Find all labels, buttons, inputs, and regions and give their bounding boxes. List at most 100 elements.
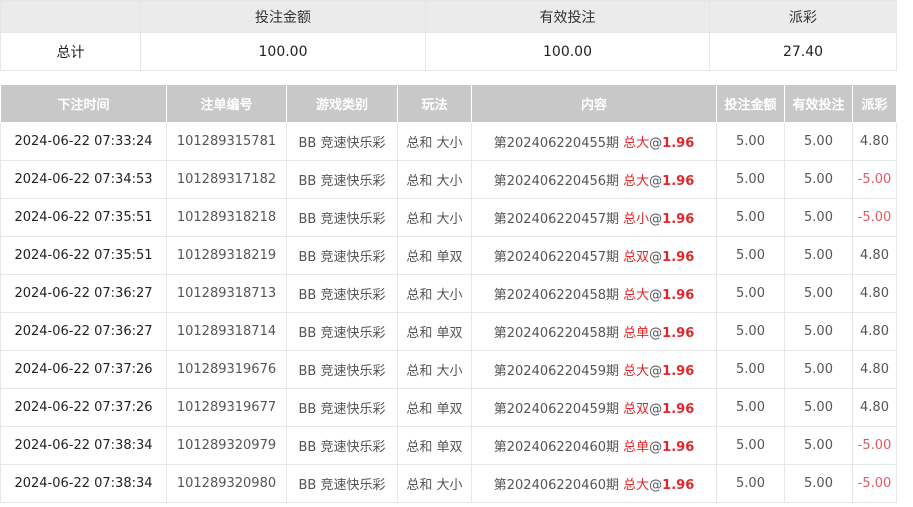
bet-amount: 5.00 [716,274,785,313]
period: 第202406220460期 [493,440,620,455]
order-id: 101289320979 [166,426,287,465]
game-type: BB 竞速快乐彩 [286,312,398,351]
bet-time: 2024-06-22 07:38:34 [0,464,167,503]
valid-bet: 5.00 [784,160,853,199]
order-id: 101289318218 [166,198,287,237]
play-type: 总和 大小 [397,160,472,199]
bet-amount: 5.00 [716,464,785,503]
summary-total-row: 总计 100.00 100.00 27.40 [0,32,897,71]
at-sign: @ [649,478,663,493]
order-id: 101289319676 [166,350,287,389]
play-type: 总和 大小 [397,122,472,161]
table-row: 2024-06-22 07:33:24 101289315781 BB 竞速快乐彩总… [0,122,897,161]
at-sign: @ [649,326,663,341]
summary-bet-amount: 100.00 [140,32,426,71]
period: 第202406220455期 [493,136,620,151]
header-game-type: 游戏类别 [286,84,398,123]
at-sign: @ [649,212,663,227]
bet-content: 第202406220459期 总大@1.96 [471,350,717,389]
bet-amount: 5.00 [716,160,785,199]
at-sign: @ [649,364,663,379]
period: 第202406220458期 [493,288,620,303]
bet-time: 2024-06-22 07:33:24 [0,122,167,161]
payout: -5.00 [852,426,897,465]
game-type: BB 竞速快乐彩 [286,388,398,427]
order-id: 101289318713 [166,274,287,313]
at-sign: @ [649,440,663,455]
bet-amount: 5.00 [716,122,785,161]
payout: 4.80 [852,122,897,161]
summary-header-valid-bet: 有效投注 [425,0,710,33]
odds: 1.96 [662,136,695,151]
table-row: 2024-06-22 07:35:51 101289318218 BB 竞速快乐彩总… [0,198,897,237]
period: 第202406220457期 [493,250,620,265]
bet-content: 第202406220460期 总单@1.96 [471,426,717,465]
play-type: 总和 大小 [397,464,472,503]
summary-header-row: 投注金额 有效投注 派彩 [0,0,897,33]
order-id: 101289320980 [166,464,287,503]
bet-amount: 5.00 [716,426,785,465]
bet-content: 第202406220459期 总双@1.96 [471,388,717,427]
period: 第202406220459期 [493,402,620,417]
pick: 总单 [623,326,650,341]
bet-amount: 5.00 [716,236,785,275]
summary-payout: 27.40 [709,32,897,71]
summary-header-bet-amount: 投注金额 [140,0,426,33]
payout: 4.80 [852,350,897,389]
valid-bet: 5.00 [784,426,853,465]
header-order-id: 注单编号 [166,84,287,123]
table-row: 2024-06-22 07:38:34 101289320980 BB 竞速快乐彩总… [0,464,897,503]
bet-time: 2024-06-22 07:36:27 [0,312,167,351]
pick: 总小 [623,212,650,227]
pick: 总大 [623,174,650,189]
header-bet-amount: 投注金额 [716,84,785,123]
payout: 4.80 [852,388,897,427]
bet-amount: 5.00 [716,350,785,389]
bet-content: 第202406220455期 总大@1.96 [471,122,717,161]
odds: 1.96 [662,402,695,417]
summary-table: 投注金额 有效投注 派彩 总计 100.00 100.00 27.40 [0,0,897,71]
bet-amount: 5.00 [716,198,785,237]
table-row: 2024-06-22 07:36:27 101289318713 BB 竞速快乐彩总… [0,274,897,313]
bet-content: 第202406220460期 总大@1.96 [471,464,717,503]
play-type: 总和 单双 [397,426,472,465]
valid-bet: 5.00 [784,274,853,313]
at-sign: @ [649,288,663,303]
bet-time: 2024-06-22 07:35:51 [0,236,167,275]
valid-bet: 5.00 [784,198,853,237]
payout: -5.00 [852,160,897,199]
valid-bet: 5.00 [784,236,853,275]
order-id: 101289317182 [166,160,287,199]
odds: 1.96 [662,212,695,227]
game-type: BB 竞速快乐彩 [286,160,398,199]
play-type: 总和 大小 [397,350,472,389]
bet-content: 第202406220458期 总大@1.96 [471,274,717,313]
table-row: 2024-06-22 07:37:26 101289319676 BB 竞速快乐彩总… [0,350,897,389]
header-payout: 派彩 [852,84,897,123]
table-row: 2024-06-22 07:36:27 101289318714 BB 竞速快乐彩 总… [0,312,897,351]
game-type: BB 竞速快乐彩 [286,350,398,389]
bet-time: 2024-06-22 07:37:26 [0,388,167,427]
header-bet-time: 下注时间 [0,84,167,123]
payout: -5.00 [852,198,897,237]
pick: 总大 [623,136,650,151]
bet-amount: 5.00 [716,312,785,351]
odds: 1.96 [662,326,695,341]
valid-bet: 5.00 [784,388,853,427]
payout: -5.00 [852,464,897,503]
game-type: BB 竞速快乐彩 [286,274,398,313]
valid-bet: 5.00 [784,312,853,351]
pick: 总大 [623,364,650,379]
order-id: 101289318714 [166,312,287,351]
table-row: 2024-06-22 07:37:26 101289319677 BB 竞速快乐彩总… [0,388,897,427]
summary-valid-bet: 100.00 [425,32,710,71]
table-row: 2024-06-22 07:34:53 101289317182 BB 竞速快乐彩总… [0,160,897,199]
odds: 1.96 [662,288,695,303]
summary-total-label: 总计 [0,32,141,71]
period: 第202406220460期 [493,478,620,493]
bet-content: 第202406220457期 总双@1.96 [471,236,717,275]
bets-header-row: 下注时间 注单编号 游戏类别 玩法 内容 投注金额 有效投注 派彩 [0,84,897,123]
at-sign: @ [649,174,663,189]
period: 第202406220458期 [493,326,620,341]
period: 第202406220456期 [493,174,620,189]
